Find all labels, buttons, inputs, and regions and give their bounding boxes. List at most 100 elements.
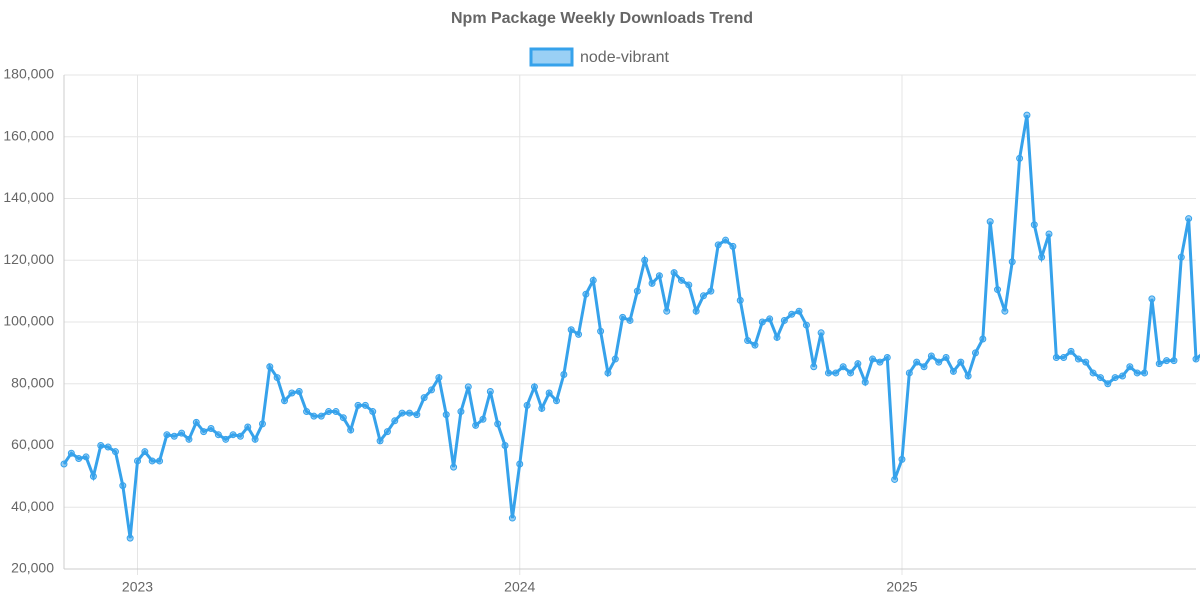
y-tick-label: 40,000 <box>11 498 54 514</box>
point <box>1052 354 1060 362</box>
point <box>949 367 957 375</box>
point <box>104 443 112 451</box>
point <box>582 290 590 298</box>
point <box>802 321 810 329</box>
point <box>472 421 480 429</box>
x-tick-label: 2024 <box>504 579 535 595</box>
point <box>861 378 869 386</box>
point <box>1074 355 1082 363</box>
point <box>530 383 538 391</box>
point <box>729 242 737 250</box>
point <box>994 286 1002 294</box>
point <box>736 296 744 304</box>
point <box>1023 111 1031 119</box>
line <box>62 114 1200 539</box>
point <box>957 358 965 366</box>
y-tick-label: 160,000 <box>3 127 54 143</box>
point <box>89 472 97 480</box>
point <box>222 435 230 443</box>
point <box>251 435 259 443</box>
point <box>1067 347 1075 355</box>
point <box>1170 357 1178 365</box>
point <box>303 408 311 416</box>
point <box>405 409 413 417</box>
point <box>773 333 781 341</box>
point <box>214 431 222 439</box>
point <box>1008 258 1016 266</box>
point <box>1016 154 1024 162</box>
point <box>619 313 627 321</box>
point <box>273 374 281 382</box>
point <box>597 327 605 335</box>
point <box>398 409 406 417</box>
point <box>751 341 759 349</box>
point <box>847 369 855 377</box>
point <box>1030 221 1038 229</box>
point <box>633 287 641 295</box>
x-tick-label: 2023 <box>122 579 153 595</box>
point <box>508 514 516 522</box>
point <box>148 457 156 465</box>
point <box>1104 380 1112 388</box>
point <box>722 236 730 244</box>
point <box>714 241 722 249</box>
point <box>494 420 502 428</box>
point <box>920 363 928 371</box>
point <box>185 435 193 443</box>
point <box>347 426 355 434</box>
point <box>391 417 399 425</box>
point <box>677 276 685 284</box>
point <box>420 394 428 402</box>
point <box>1133 369 1141 377</box>
point <box>758 318 766 326</box>
point <box>575 330 583 338</box>
point <box>1118 372 1126 380</box>
point <box>200 428 208 436</box>
point <box>192 418 200 426</box>
y-tick-label: 20,000 <box>11 560 54 576</box>
point <box>780 316 788 324</box>
point <box>1192 355 1200 363</box>
point <box>354 401 362 409</box>
point <box>905 369 913 377</box>
chart-title: Npm Package Weekly Downloads Trend <box>451 10 753 27</box>
point <box>229 431 237 439</box>
point <box>1148 295 1156 303</box>
y-tick-label: 80,000 <box>11 374 54 390</box>
point <box>567 326 575 334</box>
point <box>111 448 119 456</box>
point <box>1082 358 1090 366</box>
point <box>545 389 553 397</box>
point <box>927 352 935 360</box>
point <box>442 411 450 419</box>
point <box>207 425 215 433</box>
y-tick-label: 140,000 <box>3 189 54 205</box>
point <box>369 408 377 416</box>
point <box>766 315 774 323</box>
point <box>538 404 546 412</box>
point <box>626 316 634 324</box>
point <box>523 401 531 409</box>
point <box>288 389 296 397</box>
point <box>428 386 436 394</box>
point <box>891 475 899 483</box>
point <box>295 387 303 395</box>
point <box>685 281 693 289</box>
point <box>913 358 921 366</box>
point <box>700 292 708 300</box>
point <box>1126 363 1134 371</box>
point <box>1163 357 1171 365</box>
point <box>883 354 891 362</box>
point <box>310 412 318 420</box>
point <box>663 307 671 315</box>
point <box>810 363 818 371</box>
point <box>1096 374 1104 382</box>
point <box>692 307 700 315</box>
point <box>832 369 840 377</box>
point <box>979 335 987 343</box>
legend-label: node-vibrant <box>580 49 670 66</box>
point <box>971 349 979 357</box>
point <box>795 307 803 315</box>
point <box>839 363 847 371</box>
point <box>935 358 943 366</box>
